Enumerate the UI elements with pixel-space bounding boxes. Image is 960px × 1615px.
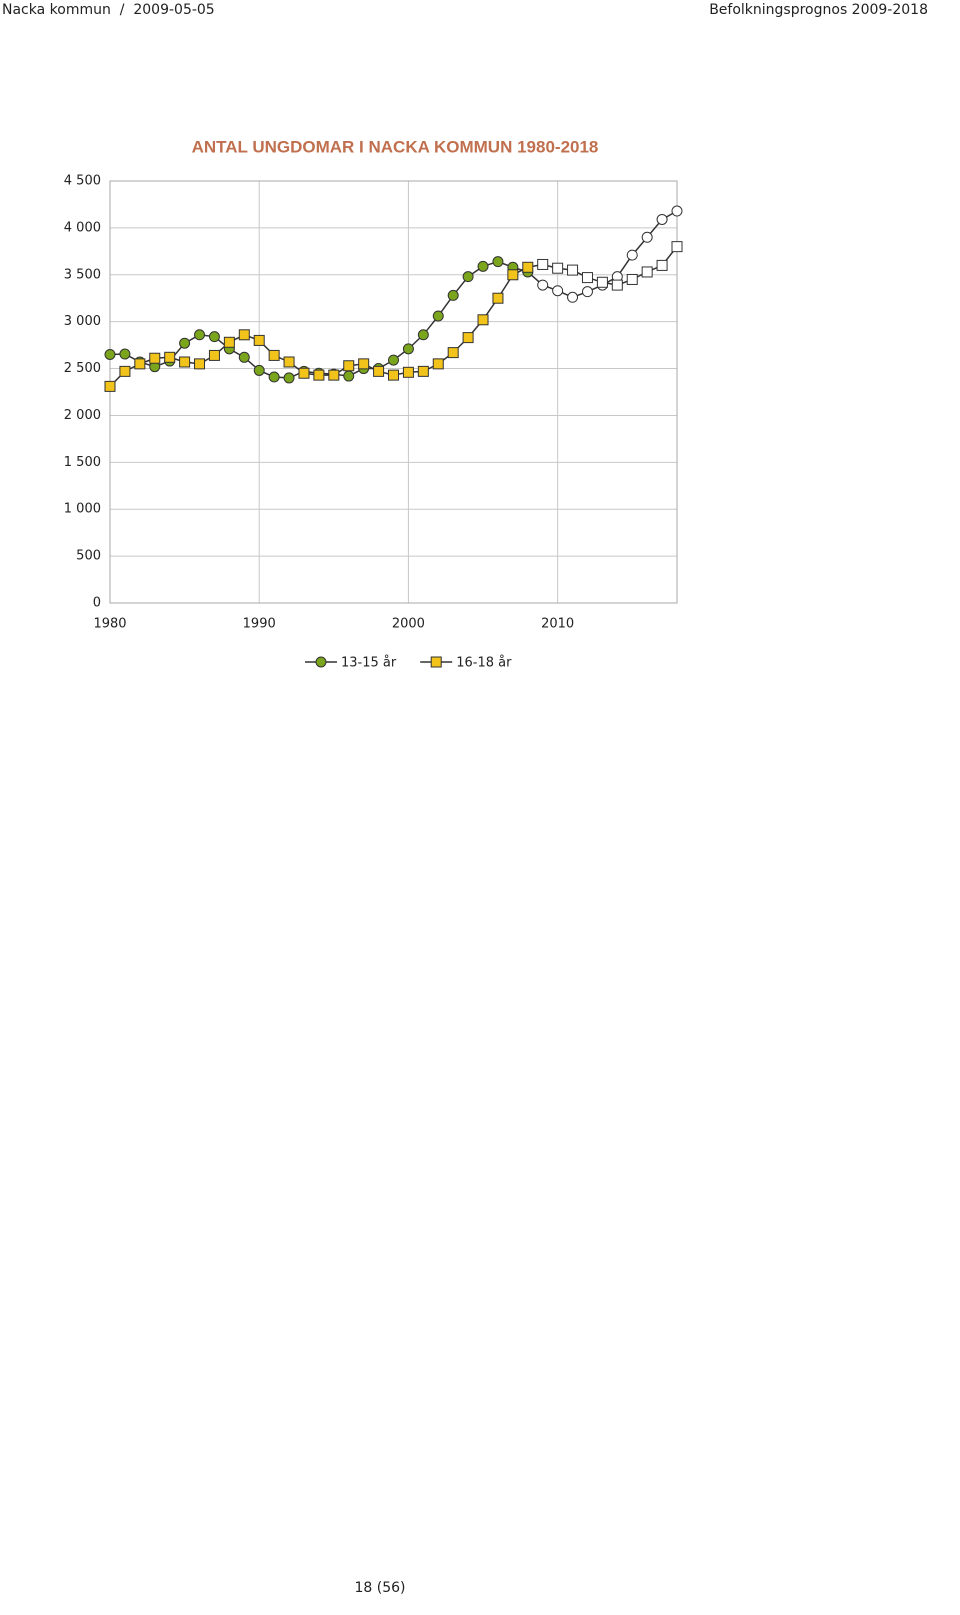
y-tick-label: 0 <box>93 596 101 611</box>
x-tick-label: 1980 <box>93 617 126 632</box>
marker <box>432 358 444 370</box>
marker <box>477 260 489 272</box>
marker <box>671 241 683 253</box>
legend-item: 16-18 år <box>420 656 512 671</box>
marker <box>343 370 355 382</box>
marker <box>104 348 116 360</box>
marker <box>462 332 474 344</box>
marker <box>611 279 623 291</box>
chart-title: ANTAL UNGDOMAR I NACKA KOMMUN 1980-2018 <box>192 137 599 156</box>
plot-frame <box>109 180 678 604</box>
legend-label: 16-18 år <box>456 656 512 671</box>
marker <box>315 656 327 668</box>
y-tick-label: 2 500 <box>64 361 101 376</box>
marker <box>537 279 549 291</box>
y-tick-label: 4 500 <box>64 174 101 189</box>
marker <box>581 272 593 284</box>
marker <box>149 352 161 364</box>
marker <box>402 343 414 355</box>
x-tick-label: 1990 <box>243 617 276 632</box>
y-tick-label: 1 500 <box>64 455 101 470</box>
marker <box>462 271 474 283</box>
marker <box>447 347 459 359</box>
marker <box>552 262 564 274</box>
marker <box>626 273 638 285</box>
marker <box>343 360 355 372</box>
y-tick-label: 1 000 <box>64 502 101 517</box>
marker <box>388 354 399 366</box>
marker <box>298 367 310 379</box>
header-left: Nacka kommun / 2009-05-05 <box>2 2 215 18</box>
y-tick-label: 4 000 <box>64 220 101 235</box>
marker <box>567 264 579 276</box>
marker <box>432 310 444 322</box>
legend-label: 13-15 år <box>341 656 397 671</box>
marker <box>283 356 295 368</box>
marker <box>208 349 220 361</box>
marker <box>164 351 176 363</box>
marker <box>104 380 116 392</box>
marker <box>671 205 683 217</box>
marker <box>656 213 668 225</box>
marker <box>537 258 549 270</box>
marker <box>373 365 385 377</box>
marker <box>194 329 206 341</box>
marker <box>567 291 579 303</box>
marker <box>656 259 668 271</box>
marker <box>641 266 653 278</box>
marker <box>477 314 489 326</box>
y-tick-label: 3 000 <box>64 314 101 329</box>
marker <box>388 369 399 381</box>
header-right: Befolkningsprognos 2009-2018 <box>709 2 928 18</box>
marker <box>492 256 504 268</box>
x-tick-label: 2010 <box>541 617 574 632</box>
marker <box>417 365 429 377</box>
legend-item: 13-15 år <box>305 656 397 671</box>
marker <box>507 269 519 281</box>
marker <box>179 356 191 368</box>
marker <box>253 334 265 346</box>
marker <box>208 331 220 343</box>
marker <box>596 276 608 288</box>
marker <box>134 358 146 370</box>
marker <box>522 261 534 273</box>
marker <box>179 337 191 349</box>
marker <box>238 351 250 363</box>
marker <box>402 366 414 378</box>
x-tick-label: 2000 <box>392 617 425 632</box>
marker <box>417 329 429 341</box>
marker <box>119 348 131 360</box>
marker <box>119 365 131 377</box>
marker <box>581 286 593 298</box>
marker <box>552 285 564 297</box>
page-number: 18 (56) <box>354 1580 405 1596</box>
marker <box>313 369 325 381</box>
marker <box>268 349 280 361</box>
marker <box>492 292 504 304</box>
marker <box>358 358 370 370</box>
marker <box>641 231 653 243</box>
marker <box>238 329 250 341</box>
marker <box>268 371 280 383</box>
marker <box>194 358 206 370</box>
marker <box>447 289 459 301</box>
y-tick-label: 3 500 <box>64 267 101 282</box>
marker <box>223 336 235 348</box>
marker <box>626 249 638 261</box>
marker <box>430 656 442 668</box>
marker <box>253 364 265 376</box>
marker <box>283 372 295 384</box>
y-tick-label: 2 000 <box>64 408 101 423</box>
y-tick-label: 500 <box>76 549 101 564</box>
marker <box>328 369 340 381</box>
